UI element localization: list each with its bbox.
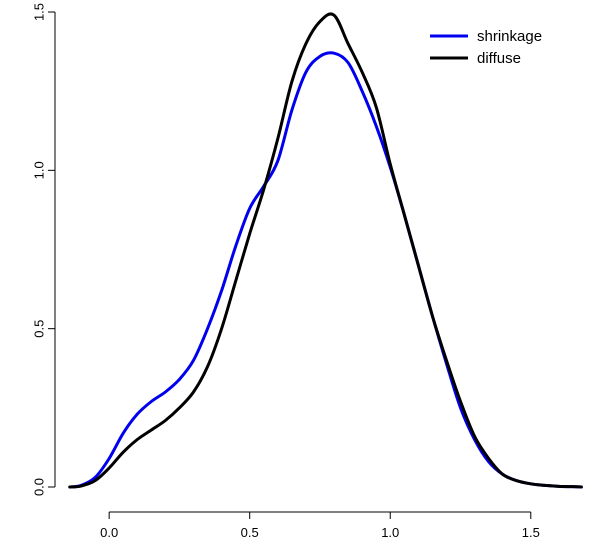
legend-label-diffuse: diffuse xyxy=(477,50,521,67)
y-tick-label: 1.0 xyxy=(31,161,46,179)
x-tick-label: 0.5 xyxy=(241,525,259,540)
series-line-diffuse xyxy=(68,12,583,489)
y-tick-label: 1.5 xyxy=(31,3,46,21)
x-tick-label: 1.0 xyxy=(381,525,399,540)
series-line-shrinkage xyxy=(68,51,583,489)
y-tick-label: 0.0 xyxy=(31,478,46,496)
x-tick-label: 1.5 xyxy=(522,525,540,540)
x-tick-label: 0.0 xyxy=(100,525,118,540)
axes: 0.0 0.5 1.0 1.5 0.0 0.5 1.0 1.5 xyxy=(31,3,539,540)
legend: shrinkage diffuse xyxy=(430,28,542,67)
legend-label-shrinkage: shrinkage xyxy=(477,28,542,45)
plot-area xyxy=(68,12,583,489)
y-tick-label: 0.5 xyxy=(31,320,46,338)
